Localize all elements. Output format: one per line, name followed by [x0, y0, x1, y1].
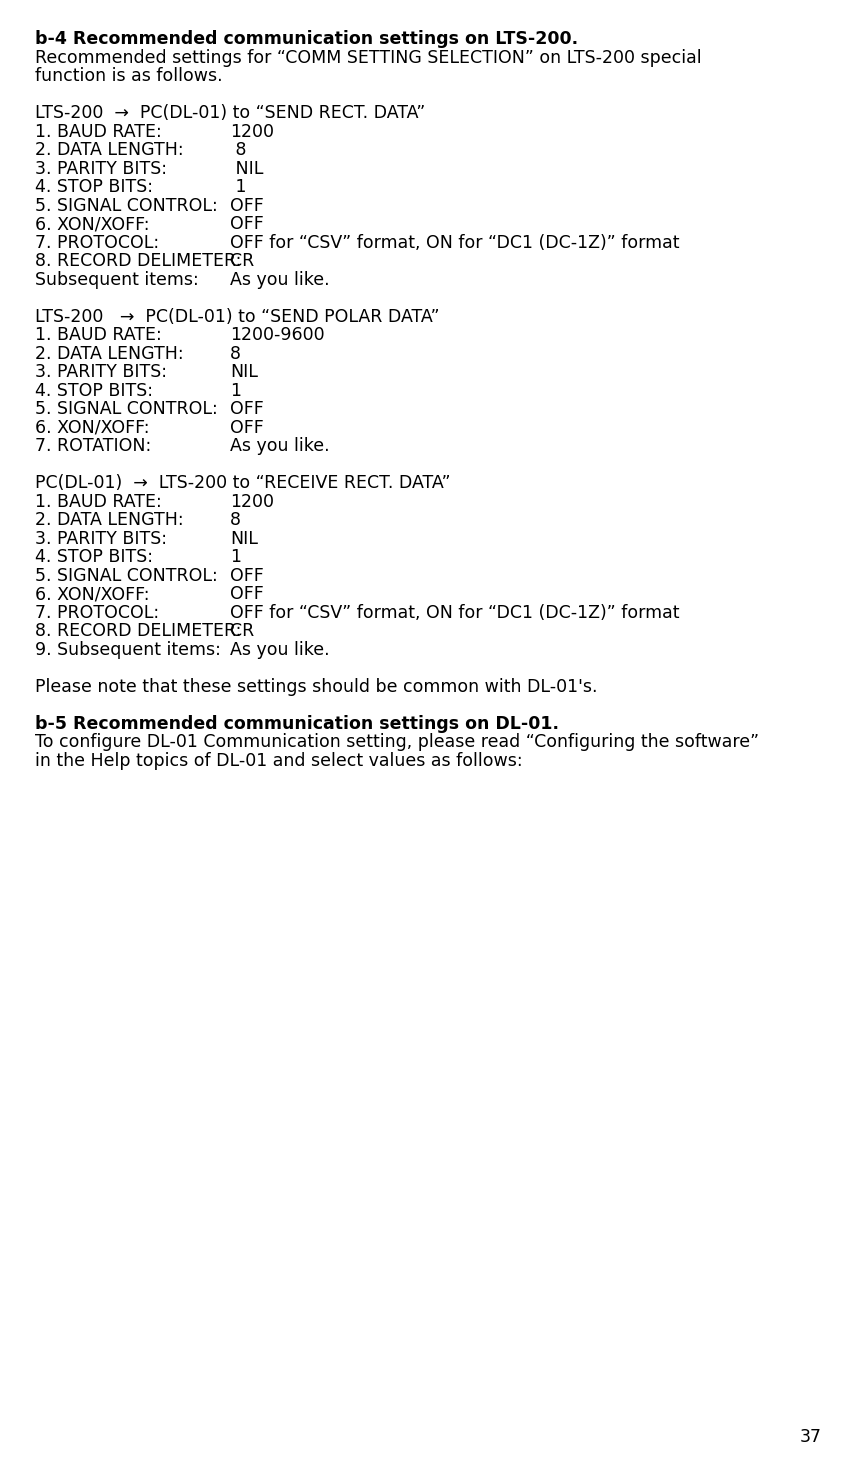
Text: 1200-9600: 1200-9600	[230, 326, 325, 343]
Text: 6. XON/XOFF:: 6. XON/XOFF:	[35, 585, 149, 603]
Text: 3. PARITY BITS:: 3. PARITY BITS:	[35, 159, 167, 177]
Text: 3. PARITY BITS:: 3. PARITY BITS:	[35, 363, 167, 380]
Text: 1: 1	[230, 548, 241, 566]
Text: As you like.: As you like.	[230, 641, 330, 659]
Text: Please note that these settings should be common with DL-01's.: Please note that these settings should b…	[35, 678, 597, 696]
Text: 8: 8	[230, 511, 241, 529]
Text: 1. BAUD RATE:: 1. BAUD RATE:	[35, 492, 162, 510]
Text: PC(DL-01)  →  LTS-200 to “RECEIVE RECT. DATA”: PC(DL-01) → LTS-200 to “RECEIVE RECT. DA…	[35, 475, 451, 492]
Text: 9. Subsequent items:: 9. Subsequent items:	[35, 641, 221, 659]
Text: in the Help topics of DL-01 and select values as follows:: in the Help topics of DL-01 and select v…	[35, 752, 523, 769]
Text: NIL: NIL	[230, 363, 258, 380]
Text: CR: CR	[230, 622, 255, 640]
Text: 6. XON/XOFF:: 6. XON/XOFF:	[35, 419, 149, 436]
Text: 2. DATA LENGTH:: 2. DATA LENGTH:	[35, 345, 183, 363]
Text: 7. PROTOCOL:: 7. PROTOCOL:	[35, 603, 159, 622]
Text: 8. RECORD DELIMETER:: 8. RECORD DELIMETER:	[35, 622, 242, 640]
Text: 5. SIGNAL CONTROL:: 5. SIGNAL CONTROL:	[35, 196, 218, 215]
Text: 4. STOP BITS:: 4. STOP BITS:	[35, 382, 153, 399]
Text: 1. BAUD RATE:: 1. BAUD RATE:	[35, 122, 162, 140]
Text: NIL: NIL	[230, 159, 263, 177]
Text: To configure DL-01 Communication setting, please read “Configuring the software”: To configure DL-01 Communication setting…	[35, 733, 759, 750]
Text: OFF: OFF	[230, 399, 264, 419]
Text: 1200: 1200	[230, 492, 274, 510]
Text: 1200: 1200	[230, 122, 274, 140]
Text: As you like.: As you like.	[230, 271, 330, 289]
Text: b-5 Recommended communication settings on DL-01.: b-5 Recommended communication settings o…	[35, 715, 559, 733]
Text: CR: CR	[230, 252, 255, 270]
Text: LTS-200  →  PC(DL-01) to “SEND RECT. DATA”: LTS-200 → PC(DL-01) to “SEND RECT. DATA”	[35, 105, 425, 122]
Text: OFF for “CSV” format, ON for “DC1 (DC-1Z)” format: OFF for “CSV” format, ON for “DC1 (DC-1Z…	[230, 233, 680, 252]
Text: function is as follows.: function is as follows.	[35, 66, 223, 85]
Text: Recommended settings for “COMM SETTING SELECTION” on LTS-200 special: Recommended settings for “COMM SETTING S…	[35, 49, 702, 66]
Text: OFF for “CSV” format, ON for “DC1 (DC-1Z)” format: OFF for “CSV” format, ON for “DC1 (DC-1Z…	[230, 603, 680, 622]
Text: 8. RECORD DELIMETER:: 8. RECORD DELIMETER:	[35, 252, 242, 270]
Text: 1: 1	[230, 178, 247, 196]
Text: LTS-200   →  PC(DL-01) to “SEND POLAR DATA”: LTS-200 → PC(DL-01) to “SEND POLAR DATA”	[35, 308, 440, 326]
Text: OFF: OFF	[230, 215, 264, 233]
Text: 7. ROTATION:: 7. ROTATION:	[35, 436, 151, 455]
Text: 5. SIGNAL CONTROL:: 5. SIGNAL CONTROL:	[35, 566, 218, 585]
Text: OFF: OFF	[230, 196, 264, 215]
Text: 4. STOP BITS:: 4. STOP BITS:	[35, 548, 153, 566]
Text: 1. BAUD RATE:: 1. BAUD RATE:	[35, 326, 162, 343]
Text: 6. XON/XOFF:: 6. XON/XOFF:	[35, 215, 149, 233]
Text: OFF: OFF	[230, 566, 264, 585]
Text: b-4 Recommended communication settings on LTS-200.: b-4 Recommended communication settings o…	[35, 29, 578, 49]
Text: 2. DATA LENGTH:: 2. DATA LENGTH:	[35, 142, 183, 159]
Text: 8: 8	[230, 345, 241, 363]
Text: 2. DATA LENGTH:: 2. DATA LENGTH:	[35, 511, 183, 529]
Text: Subsequent items:: Subsequent items:	[35, 271, 199, 289]
Text: 3. PARITY BITS:: 3. PARITY BITS:	[35, 529, 167, 547]
Text: 1: 1	[230, 382, 241, 399]
Text: 4. STOP BITS:: 4. STOP BITS:	[35, 178, 153, 196]
Text: As you like.: As you like.	[230, 436, 330, 455]
Text: NIL: NIL	[230, 529, 258, 547]
Text: 5. SIGNAL CONTROL:: 5. SIGNAL CONTROL:	[35, 399, 218, 419]
Text: 37: 37	[800, 1428, 822, 1446]
Text: OFF: OFF	[230, 419, 264, 436]
Text: OFF: OFF	[230, 585, 264, 603]
Text: 8: 8	[230, 142, 247, 159]
Text: 7. PROTOCOL:: 7. PROTOCOL:	[35, 233, 159, 252]
